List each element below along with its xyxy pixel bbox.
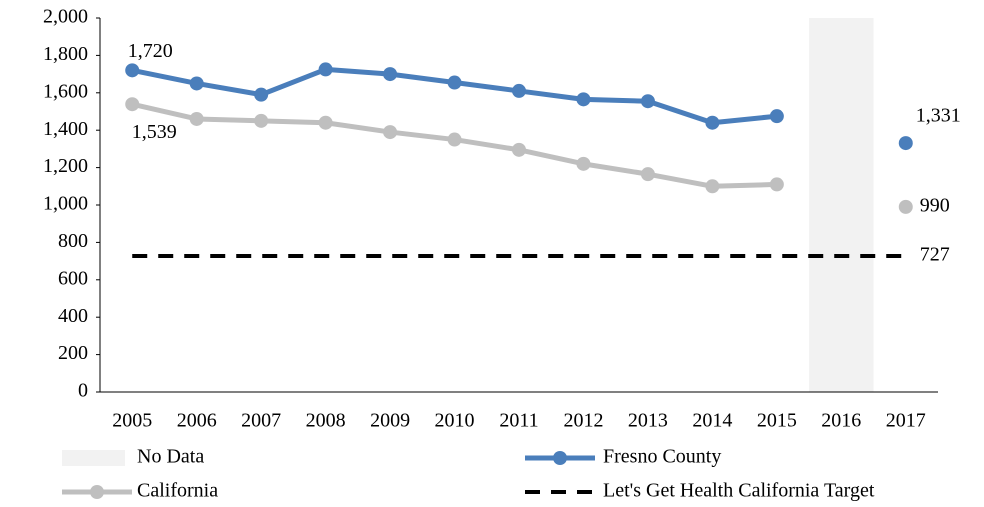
point bbox=[576, 92, 591, 107]
y-tick-label: 400 bbox=[58, 305, 88, 327]
point bbox=[125, 63, 140, 78]
data-label: 1,539 bbox=[132, 121, 177, 143]
y-tick-label: 800 bbox=[58, 230, 88, 252]
point bbox=[640, 94, 655, 109]
point bbox=[640, 167, 655, 182]
point bbox=[769, 177, 784, 192]
x-tick-label: 2008 bbox=[306, 410, 346, 432]
y-tick-label: 2,000 bbox=[43, 6, 88, 28]
point bbox=[705, 179, 720, 194]
x-tick-label: 2005 bbox=[112, 410, 152, 432]
y-tick-label: 1,000 bbox=[43, 193, 88, 215]
legend-marker bbox=[553, 451, 567, 465]
x-tick-label: 2009 bbox=[370, 410, 410, 432]
legend-marker bbox=[90, 485, 104, 499]
point bbox=[318, 115, 333, 130]
y-tick-label: 0 bbox=[78, 380, 88, 402]
point bbox=[447, 132, 462, 147]
x-tick-label: 2012 bbox=[563, 410, 603, 432]
point bbox=[898, 136, 913, 151]
x-tick-label: 2013 bbox=[628, 410, 668, 432]
point bbox=[383, 125, 398, 140]
point bbox=[383, 67, 398, 82]
x-tick-label: 2016 bbox=[821, 410, 861, 432]
point bbox=[705, 115, 720, 130]
point bbox=[512, 83, 526, 98]
x-tick-label: 2007 bbox=[241, 410, 281, 432]
data-label: 990 bbox=[920, 194, 950, 216]
legend-swatch bbox=[62, 450, 125, 466]
x-tick-label: 2006 bbox=[177, 410, 217, 432]
point bbox=[254, 87, 269, 102]
legend-label: California bbox=[137, 480, 218, 502]
y-tick-label: 600 bbox=[58, 267, 88, 289]
point bbox=[898, 199, 913, 214]
legend-label: Let's Get Health California Target bbox=[603, 480, 875, 502]
y-tick-label: 1,600 bbox=[43, 80, 88, 102]
legend-label: No Data bbox=[137, 446, 204, 468]
x-tick-label: 2014 bbox=[692, 410, 732, 432]
data-label: 1,720 bbox=[128, 40, 173, 62]
point bbox=[318, 62, 333, 77]
point bbox=[189, 76, 204, 91]
point bbox=[447, 75, 462, 90]
data-label: 727 bbox=[920, 244, 950, 266]
y-tick-label: 1,200 bbox=[43, 155, 88, 177]
point bbox=[769, 109, 784, 124]
x-tick-label: 2015 bbox=[757, 410, 797, 432]
point bbox=[576, 156, 591, 171]
no-data-band bbox=[809, 18, 874, 392]
x-tick-label: 2010 bbox=[435, 410, 475, 432]
point bbox=[254, 113, 269, 128]
x-tick-label: 2017 bbox=[886, 410, 926, 432]
point bbox=[512, 142, 526, 157]
point bbox=[125, 97, 140, 112]
data-label: 1,331 bbox=[916, 105, 961, 127]
legend-label: Fresno County bbox=[603, 446, 721, 468]
y-tick-label: 1,800 bbox=[43, 43, 88, 65]
y-tick-label: 1,400 bbox=[43, 118, 88, 140]
x-tick-label: 2011 bbox=[499, 410, 538, 432]
point bbox=[189, 111, 204, 126]
y-tick-label: 200 bbox=[58, 342, 88, 364]
